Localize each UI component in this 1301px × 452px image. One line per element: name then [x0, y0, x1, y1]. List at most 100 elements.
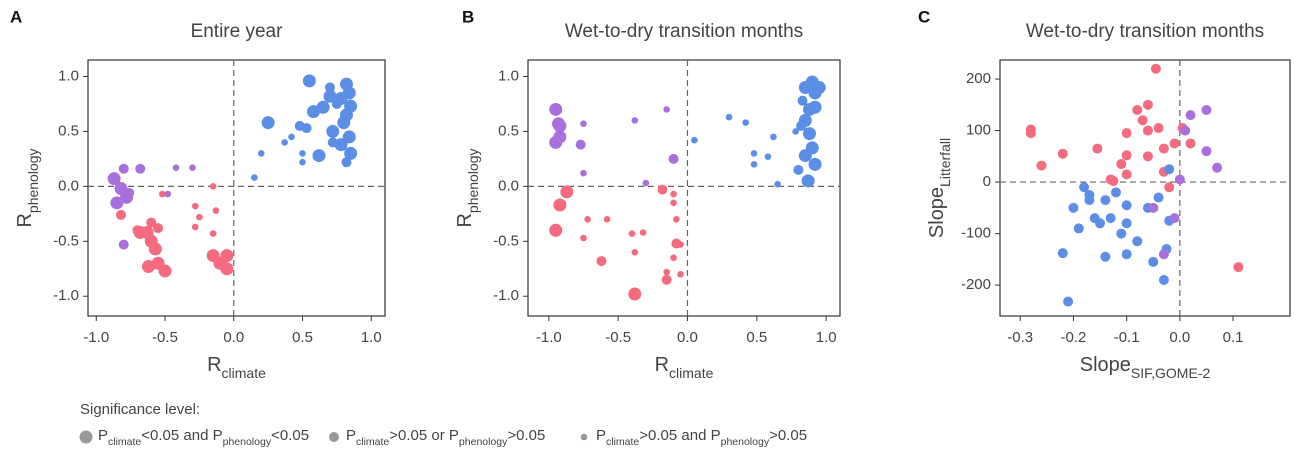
point [307, 105, 320, 119]
point [1201, 104, 1212, 115]
x-tick-label: 0.0 [223, 329, 244, 346]
point [580, 120, 587, 128]
point [793, 164, 804, 175]
point [1121, 218, 1132, 229]
x-axis-label: SlopeSIF,GOME-2 [1080, 354, 1211, 380]
point [1164, 182, 1175, 193]
point [191, 202, 199, 210]
y-tick-label: 1.0 [58, 67, 79, 84]
point [661, 274, 672, 285]
point [1158, 143, 1169, 154]
legend-text: >0.05 or P [389, 427, 459, 444]
point [798, 149, 812, 163]
y-tick-label: 0.5 [58, 122, 79, 139]
x-tick-label: 0.1 [1223, 329, 1244, 346]
point [742, 119, 750, 126]
label-main: R [655, 354, 669, 376]
point [1142, 99, 1153, 110]
point [325, 82, 335, 93]
legend-title: Significance level: [80, 401, 200, 418]
point [1079, 182, 1090, 193]
y-tick-label: -200 [961, 276, 991, 293]
point [334, 138, 348, 152]
point [1100, 251, 1111, 262]
legend-label: Pclimate>0.05 and Pphenology>0.05 [596, 427, 807, 448]
point [808, 86, 822, 100]
label-sub: phenology [465, 148, 481, 213]
point [1121, 249, 1132, 260]
point [1150, 63, 1161, 74]
point [801, 174, 815, 188]
legend-text: >0.05 [507, 427, 545, 444]
y-axis-label: Rphenology [454, 148, 480, 227]
y-tick-label: 1.0 [498, 67, 519, 84]
point [172, 164, 180, 171]
point [628, 230, 636, 237]
point [1132, 236, 1143, 247]
point [750, 161, 758, 168]
point [1169, 138, 1180, 149]
chart-title: Wet-to-dry transition months [565, 21, 803, 42]
point [657, 184, 668, 195]
legend-marker [79, 430, 93, 444]
chart-title: Entire year [191, 21, 284, 42]
point [580, 234, 587, 242]
point [118, 163, 129, 174]
point [808, 157, 822, 171]
point [628, 287, 642, 301]
point [677, 270, 684, 278]
panel-letter: B [462, 7, 474, 26]
point [560, 185, 574, 199]
point [1164, 164, 1175, 175]
label-main: Slope [926, 187, 948, 238]
point [118, 239, 129, 250]
point [549, 223, 563, 237]
point [312, 149, 326, 163]
point [670, 254, 677, 262]
y-tick-label: -0.5 [493, 232, 519, 249]
point [1185, 110, 1196, 121]
point [1057, 248, 1068, 259]
label-sub: climate [222, 365, 267, 381]
point [1121, 169, 1132, 180]
point [212, 207, 220, 214]
panel-letter: A [10, 7, 22, 26]
point [1084, 189, 1095, 200]
point [792, 128, 799, 135]
point [116, 209, 126, 220]
legend-sub: phenology [459, 436, 508, 448]
point [670, 190, 677, 198]
y-tick-label: 100 [966, 122, 991, 139]
point [1025, 128, 1036, 139]
point [344, 146, 358, 160]
point [553, 119, 567, 133]
point [1105, 213, 1116, 224]
point [1180, 125, 1191, 136]
point [251, 174, 258, 181]
legend-sub: climate [356, 436, 389, 448]
point [750, 150, 758, 157]
point [110, 196, 124, 210]
label-main: R [207, 354, 221, 376]
y-axis-label: SlopeLitterfall [926, 138, 952, 238]
x-tick-label: 0.0 [1169, 329, 1190, 346]
point [1148, 202, 1159, 213]
point [327, 137, 338, 148]
point [1169, 213, 1180, 224]
point [808, 100, 822, 114]
legend-sub: phenology [223, 436, 272, 448]
point [337, 116, 351, 130]
point [1116, 159, 1127, 170]
point [1132, 104, 1143, 115]
point [1142, 125, 1153, 136]
point [1073, 223, 1084, 234]
point [302, 74, 316, 88]
y-tick-label: -1.0 [493, 287, 519, 304]
point [1095, 218, 1106, 229]
point [677, 241, 684, 248]
point [673, 216, 680, 223]
legend-text: >0.05 and P [639, 427, 720, 444]
point [725, 113, 733, 121]
point [135, 163, 146, 174]
label-sub: SIF,GOME-2 [1131, 365, 1211, 381]
